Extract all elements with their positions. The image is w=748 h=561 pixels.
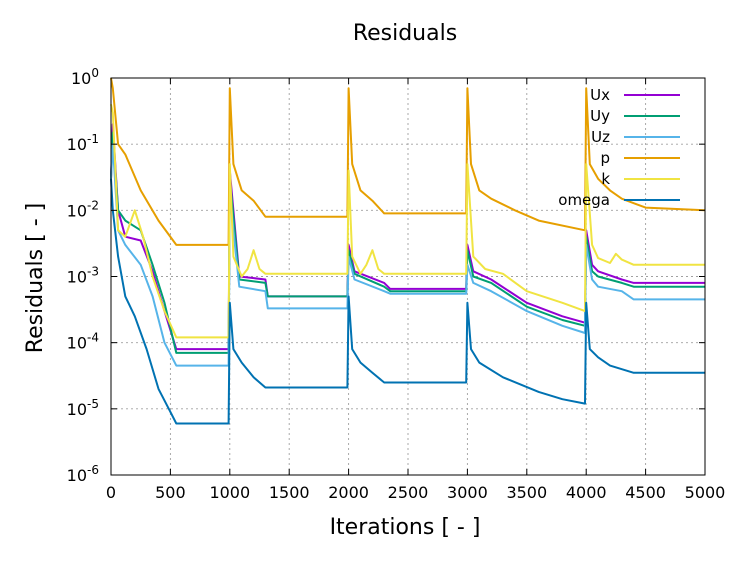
y-tick-label: 10-6 (67, 463, 99, 485)
x-tick-label: 1500 (269, 483, 310, 502)
y-tick-labels: 10-6 10-5 10-4 10-3 10-2 10-1 100 (67, 66, 705, 485)
legend: Ux Uy Uz pk omega (558, 86, 680, 209)
legend-label-Uz: Uz (591, 128, 610, 146)
x-tick-label: 0 (106, 483, 116, 502)
y-tick-label: 10-5 (67, 397, 99, 419)
x-tick-label: 2500 (388, 483, 429, 502)
y-tick-label: 100 (71, 66, 99, 88)
x-tick-label: 500 (155, 483, 186, 502)
x-tick-label: 4500 (625, 483, 666, 502)
x-tick-label: 1000 (209, 483, 250, 502)
legend-label-p: p (600, 149, 610, 167)
legend-label-omega: omega (558, 191, 610, 209)
x-tick-label: 4000 (566, 483, 607, 502)
series-lines (110, 77, 706, 425)
x-tick-label: 3500 (506, 483, 547, 502)
x-tick-labels: 0 500 1000 1500 2000 2500 3000 3500 4000 4500 5000 (106, 78, 725, 502)
series-line-k (110, 104, 705, 339)
y-tick-label: 10-3 (67, 265, 99, 287)
chart-title: Residuals (353, 21, 457, 46)
y-axis-label: Residuals [ - ] (23, 203, 48, 353)
x-tick-label: 3000 (447, 483, 488, 502)
x-tick-label: 2000 (328, 483, 369, 502)
legend-label-Ux: Ux (590, 86, 610, 104)
legend-label-k: k (601, 170, 610, 188)
y-tick-label: 10-1 (67, 132, 99, 154)
x-axis-label: Iterations [ - ] (330, 515, 481, 540)
x-tick-label: 5000 (685, 483, 726, 502)
series-line-omega (110, 178, 705, 425)
y-tick-label: 10-2 (67, 198, 99, 220)
series-line-Ux (110, 123, 705, 351)
y-tick-label: 10-4 (67, 331, 99, 353)
legend-label-Uy: Uy (590, 107, 610, 125)
series-line-p (110, 77, 706, 246)
